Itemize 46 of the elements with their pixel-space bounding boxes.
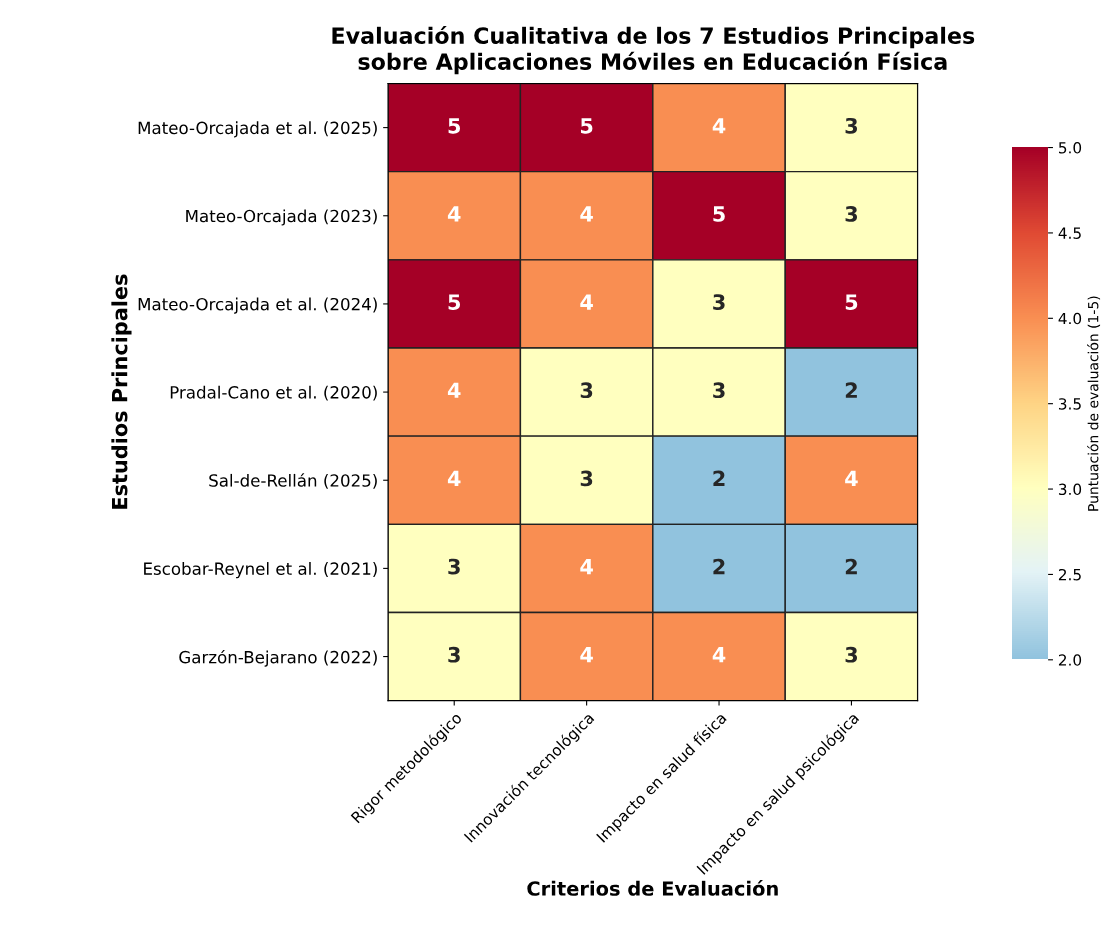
color-bar-label: 2.0	[1058, 654, 1082, 666]
data-label: 4	[447, 470, 461, 486]
data-label: 5	[448, 118, 461, 134]
y-axis-title: Estudios Principales	[111, 274, 132, 509]
data-label: 4	[712, 118, 726, 134]
y-tick-label: Garzón-Bejarano (2022)	[179, 649, 377, 667]
color-bar-label: 3.0	[1058, 483, 1082, 496]
color-bar-label: 3.5	[1058, 398, 1081, 410]
data-label: 4	[845, 470, 858, 486]
data-label: 2	[713, 470, 725, 486]
data-label: 3	[845, 206, 858, 222]
data-label: 4	[580, 647, 593, 663]
data-label: 4	[580, 206, 593, 222]
data-label: 3	[713, 294, 725, 310]
y-tick-label: Sal-de-Rellán (2025)	[209, 473, 377, 489]
data-label: 3	[845, 117, 858, 134]
y-tick-label: Mateo-Orcajada et al. (2024)	[138, 297, 377, 314]
data-label: 5	[448, 294, 461, 310]
data-label: 3	[580, 470, 593, 487]
data-label: 3	[448, 558, 460, 575]
chart-title: Evaluación Cualitativa de los 7 Estudios Principales sobre Aplicaciones Móviles en Educación Física	[332, 25, 975, 75]
data-label: 4	[580, 294, 593, 310]
y-tick-label: Mateo-Orcajada (2023)	[186, 209, 377, 226]
data-label: 3	[713, 382, 725, 399]
y-tick-label: Pradal-Cano et al. (2020)	[170, 385, 377, 401]
y-tick-label: Mateo-Orcajada et al. (2025)	[138, 121, 377, 138]
data-label: 4	[447, 206, 461, 222]
data-label: 4	[447, 382, 461, 398]
data-label: 4	[712, 647, 726, 663]
data-label: 3	[845, 646, 858, 663]
data-label: 2	[845, 382, 857, 398]
data-label: 3	[448, 646, 460, 663]
data-label: 4	[580, 558, 593, 575]
data-label: 5	[845, 294, 858, 310]
color-bar-label: 2.5	[1058, 568, 1081, 581]
data-label: 3	[580, 382, 593, 399]
color-bar-label: 4.0	[1058, 312, 1082, 325]
y-tick-label: Escobar-Reynel et al. (2021)	[144, 562, 377, 579]
color-bar-title: Puntuación de evaluación (1-5)	[1087, 296, 1101, 511]
data-label: 2	[713, 558, 725, 575]
data-label: 5	[580, 118, 593, 134]
data-label: 5	[713, 206, 725, 222]
data-label: 2	[845, 558, 857, 575]
color-bar-label: 4.5	[1058, 227, 1081, 239]
color-bar-label: 5.0	[1059, 142, 1082, 154]
x-axis-title: Criterios de Evaluación	[527, 880, 778, 896]
